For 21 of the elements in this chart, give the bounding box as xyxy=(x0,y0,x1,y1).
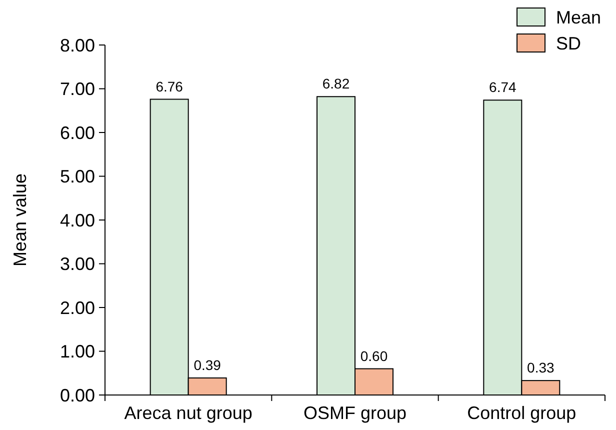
x-tick-label: Areca nut group xyxy=(124,403,252,423)
y-tick-label: 3.00 xyxy=(60,254,95,274)
y-axis-title: Mean value xyxy=(10,173,30,267)
data-label: 6.74 xyxy=(489,79,517,96)
y-tick-label: 7.00 xyxy=(60,79,95,100)
data-label: 6.82 xyxy=(322,76,350,92)
legend-label: Mean xyxy=(556,7,602,28)
x-tick-label: Control group xyxy=(467,403,576,423)
y-tick-label: 0.00 xyxy=(60,385,95,406)
y-tick-label: 6.00 xyxy=(60,122,95,143)
data-label: 0.39 xyxy=(194,356,222,373)
y-tick-label: 4.00 xyxy=(60,210,95,230)
y-tick-label: 2.00 xyxy=(60,298,95,318)
data-label: 0.33 xyxy=(527,360,555,376)
y-tick-label: 8.00 xyxy=(60,35,95,56)
y-tick-label: 1.00 xyxy=(60,342,95,362)
data-label: 0.60 xyxy=(360,348,388,364)
legend-label: SD xyxy=(556,33,582,54)
y-tick-label: 5.00 xyxy=(60,166,95,187)
x-tick-label: OSMF group xyxy=(303,403,407,423)
data-label: 6.76 xyxy=(156,78,184,94)
